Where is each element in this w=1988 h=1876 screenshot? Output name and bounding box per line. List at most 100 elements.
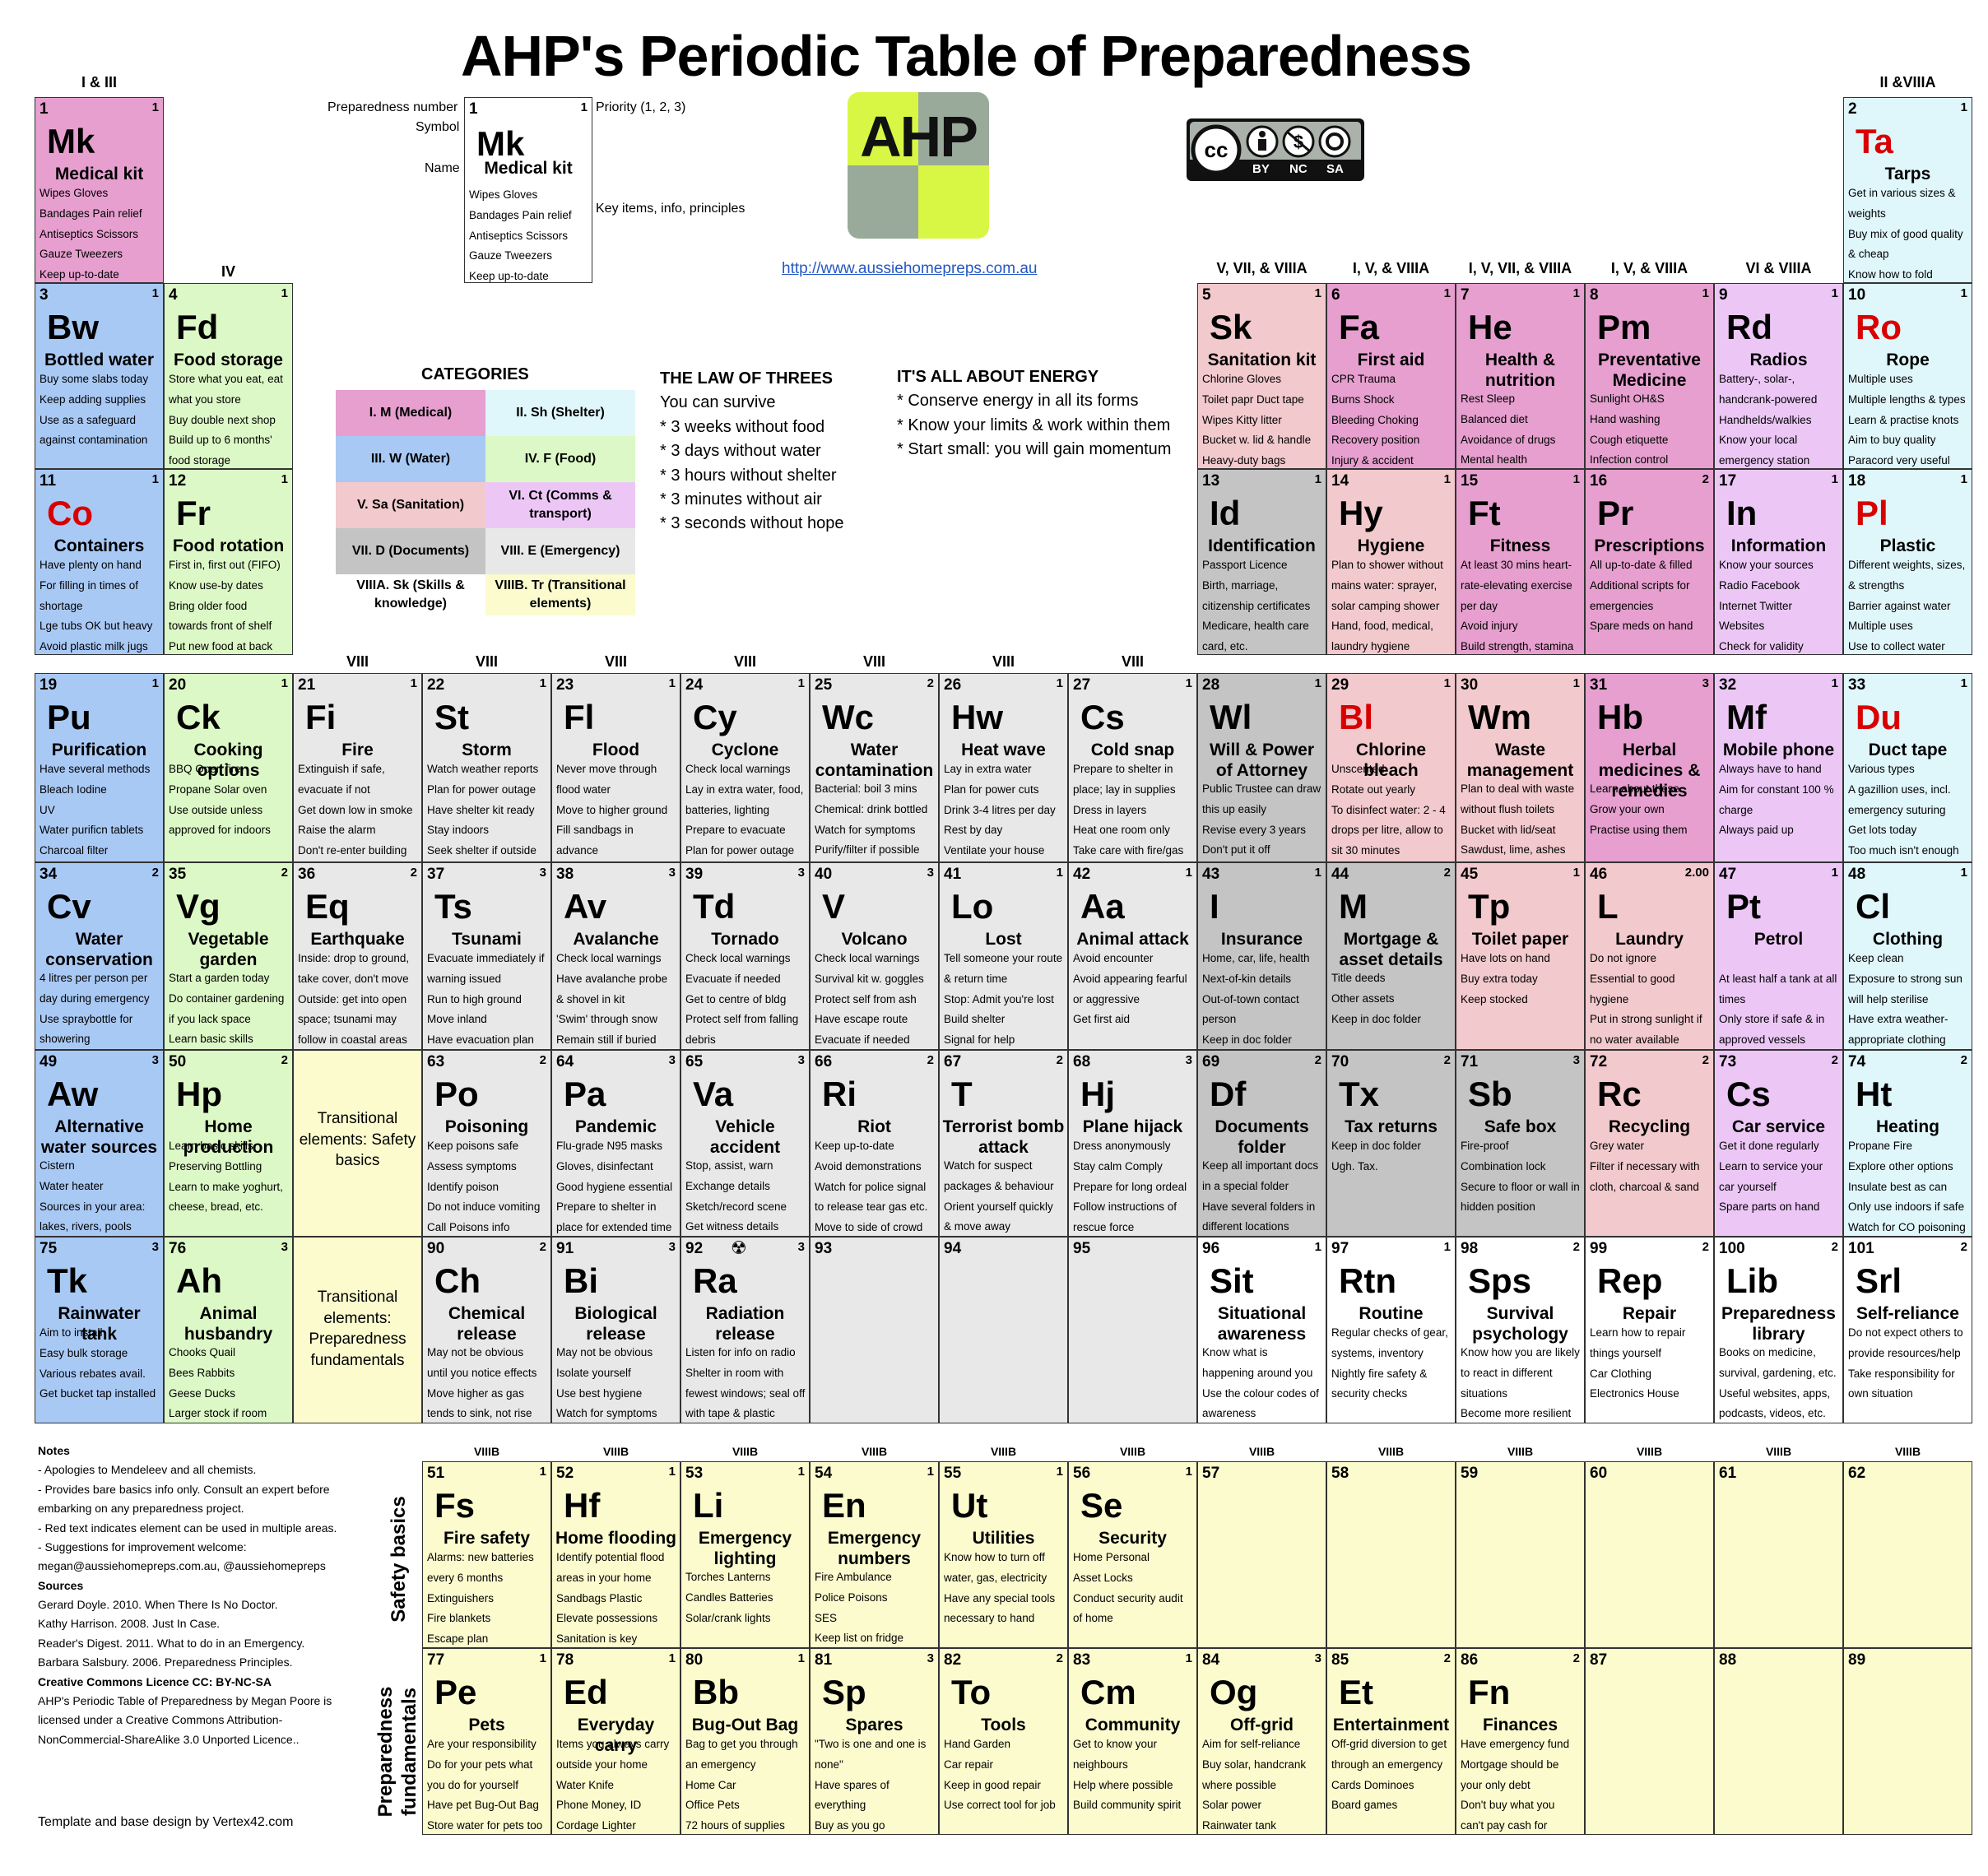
element-hp-50: 50 2 Hp Home production Learn basic skills Pr… [164, 1050, 293, 1237]
info-line: Purify/filter if possible [815, 843, 920, 857]
group-header: V, VII, & VIIIA [1216, 260, 1308, 276]
element-number: 65 [685, 1053, 704, 1070]
element-po-63: 63 2 Po Poisoning Keep poisons safe Assess sy… [422, 1050, 551, 1237]
info-line: Rest Sleep [1461, 392, 1516, 405]
info-line: Stay calm Comply [1073, 1159, 1163, 1172]
element-number: 101 [1848, 1240, 1874, 1257]
category-food: IV. F (Food) [485, 436, 635, 482]
element-number: 6 [1331, 286, 1340, 304]
element-symbol: Cs [1080, 698, 1125, 736]
info-line: Signal for help [944, 1033, 1015, 1047]
info-line: Get it done regularly [1719, 1140, 1819, 1152]
category-water: III. W (Water) [336, 436, 485, 482]
element-symbol: Aw [47, 1075, 99, 1113]
website-link[interactable]: http://www.aussiehomepreps.com.au [782, 260, 1038, 277]
info-line: Recovery position [1331, 434, 1420, 447]
element-number: 7 [1461, 286, 1470, 304]
info-line: Do not ignore [1590, 952, 1657, 964]
info-line: Use outside unless [169, 803, 263, 816]
element-info: Rest Sleep Balanced diet Avoidance of drug… [1461, 389, 1582, 468]
element-tk-75: 75 3 Tk Rainwater tank Aim to install Easy bu… [35, 1237, 164, 1423]
info-line: approved vessels [1719, 1033, 1806, 1047]
element-priority: 1 [151, 100, 159, 114]
info-line: Dress anonymously [1073, 1140, 1171, 1152]
info-line: drops per litre, allow to [1331, 824, 1443, 837]
element-name: Tools [981, 1716, 1026, 1734]
element-info: Plan to deal with waste without flush toi… [1461, 779, 1582, 861]
element-number: 8 [1590, 286, 1599, 304]
info-line: Prepare to shelter in [1073, 763, 1173, 775]
element-blank-58: 58 [1326, 1461, 1456, 1648]
category-transitional: VIIIB. Tr (Transitional elements) [485, 574, 635, 615]
element-info: Keep all important docs in a special fold… [1202, 1156, 1323, 1236]
info-line: Store what you eat, eat [169, 373, 283, 385]
info-line: times [1719, 992, 1746, 1005]
element-info: Start a garden today Do container gardeni… [169, 968, 290, 1049]
info-line: Birth, marriage, [1202, 578, 1279, 592]
info-line: Get first aid [1073, 1013, 1131, 1026]
element-sps-98: 98 2 Sps Survival psychology Know how you ar… [1456, 1237, 1585, 1423]
info-line: Buy mix of good quality [1848, 227, 1963, 240]
element-info: Torches Lanterns Candles Batteries Solar/c… [685, 1567, 806, 1628]
info-line: systems, inventory [1331, 1346, 1424, 1359]
element-name: Self-reliance [1856, 1304, 1959, 1323]
info-line: Water heater [39, 1179, 104, 1192]
element-symbol: Pm [1597, 308, 1651, 346]
info-line: sit 30 minutes [1331, 844, 1400, 857]
element-priority: 3 [151, 1240, 159, 1254]
info-line: Take responsibility for [1848, 1367, 1955, 1380]
info-line: Put in strong sunlight if [1590, 1013, 1702, 1026]
element-number: 99 [1590, 1240, 1608, 1257]
info-line: until you notice effects [427, 1366, 537, 1379]
info-line: 4 litres per person per [39, 972, 148, 984]
info-line [1719, 949, 1840, 969]
element-info: Propane Fire Explore other options Insulat… [1848, 1136, 1969, 1236]
info-line: Know your sources [1719, 559, 1814, 571]
info-line: Build strength, stamina [1461, 640, 1574, 653]
info-line: CPR Trauma [1331, 373, 1396, 385]
element-symbol: Mk [47, 122, 95, 160]
info-line: Torches Lanterns [685, 1571, 771, 1583]
element-priority: 2 [151, 866, 159, 880]
element-og-84: 84 3 Og Off-grid Aim for self-reliance Buy so… [1197, 1648, 1326, 1835]
info-line: Aim for constant 100 % [1719, 782, 1834, 796]
element-name: Food storage [173, 351, 283, 369]
element-number: 62 [1848, 1465, 1866, 1482]
info-line: Ugh. Tax. [1331, 1159, 1378, 1172]
element-lo-41: 41 1 Lo Lost Tell someone your route & return… [939, 862, 1068, 1050]
element-wc-25: 25 2 Wc Water contamination Bacterial: boil … [810, 673, 939, 862]
info-line: Avoidance of drugs [1461, 433, 1556, 446]
element-priority: 1 [668, 1465, 676, 1479]
element-number: 51 [427, 1465, 445, 1482]
info-line: Get to centre of bldg [685, 992, 787, 1005]
info-line: Heavy-duty bags [1202, 454, 1286, 467]
info-line: Conduct security audit [1073, 1591, 1183, 1604]
element-info: Learn how to repair things yourself Car Cl… [1590, 1323, 1711, 1405]
element-number: 41 [944, 866, 962, 883]
group-header-viiib: VIIIB [602, 1445, 629, 1458]
element-number: 11 [39, 472, 57, 490]
element-priority: 2 [1960, 1053, 1967, 1067]
element-name: Recycling [1608, 1117, 1691, 1136]
info-line: Isolate yourself [556, 1366, 631, 1379]
element-priority: 2 [1572, 1240, 1580, 1254]
ahp-logo: AHP [848, 92, 989, 239]
info-line: Regular checks of gear, [1331, 1326, 1448, 1339]
element-priority: 1 [1314, 676, 1321, 690]
element-number: 97 [1331, 1240, 1349, 1257]
info-line: Items you always carry [556, 1738, 670, 1750]
element-hf-52: 52 1 Hf Home flooding Identify potential flo… [551, 1461, 680, 1648]
element-priority: 1 [1831, 286, 1838, 300]
info-line: Have several methods [39, 763, 151, 775]
element-cm-83: 83 1 Cm Community Get to know your neighbours… [1068, 1648, 1197, 1835]
info-line: lakes, rivers, pools [39, 1220, 132, 1233]
element-name: Hygiene [1357, 536, 1425, 555]
element-number: 70 [1331, 1053, 1349, 1070]
info-line: Avoid injury [1461, 620, 1518, 633]
element-name: Clothing [1872, 930, 1944, 949]
element-cy-24: 24 1 Cy Cyclone Check local warnings Lay in e… [680, 673, 810, 862]
element-number: 75 [39, 1240, 58, 1257]
element-number: 72 [1590, 1053, 1608, 1070]
info-line: Electronics House [1590, 1387, 1679, 1400]
info-line: Get in various sizes & [1848, 187, 1956, 199]
